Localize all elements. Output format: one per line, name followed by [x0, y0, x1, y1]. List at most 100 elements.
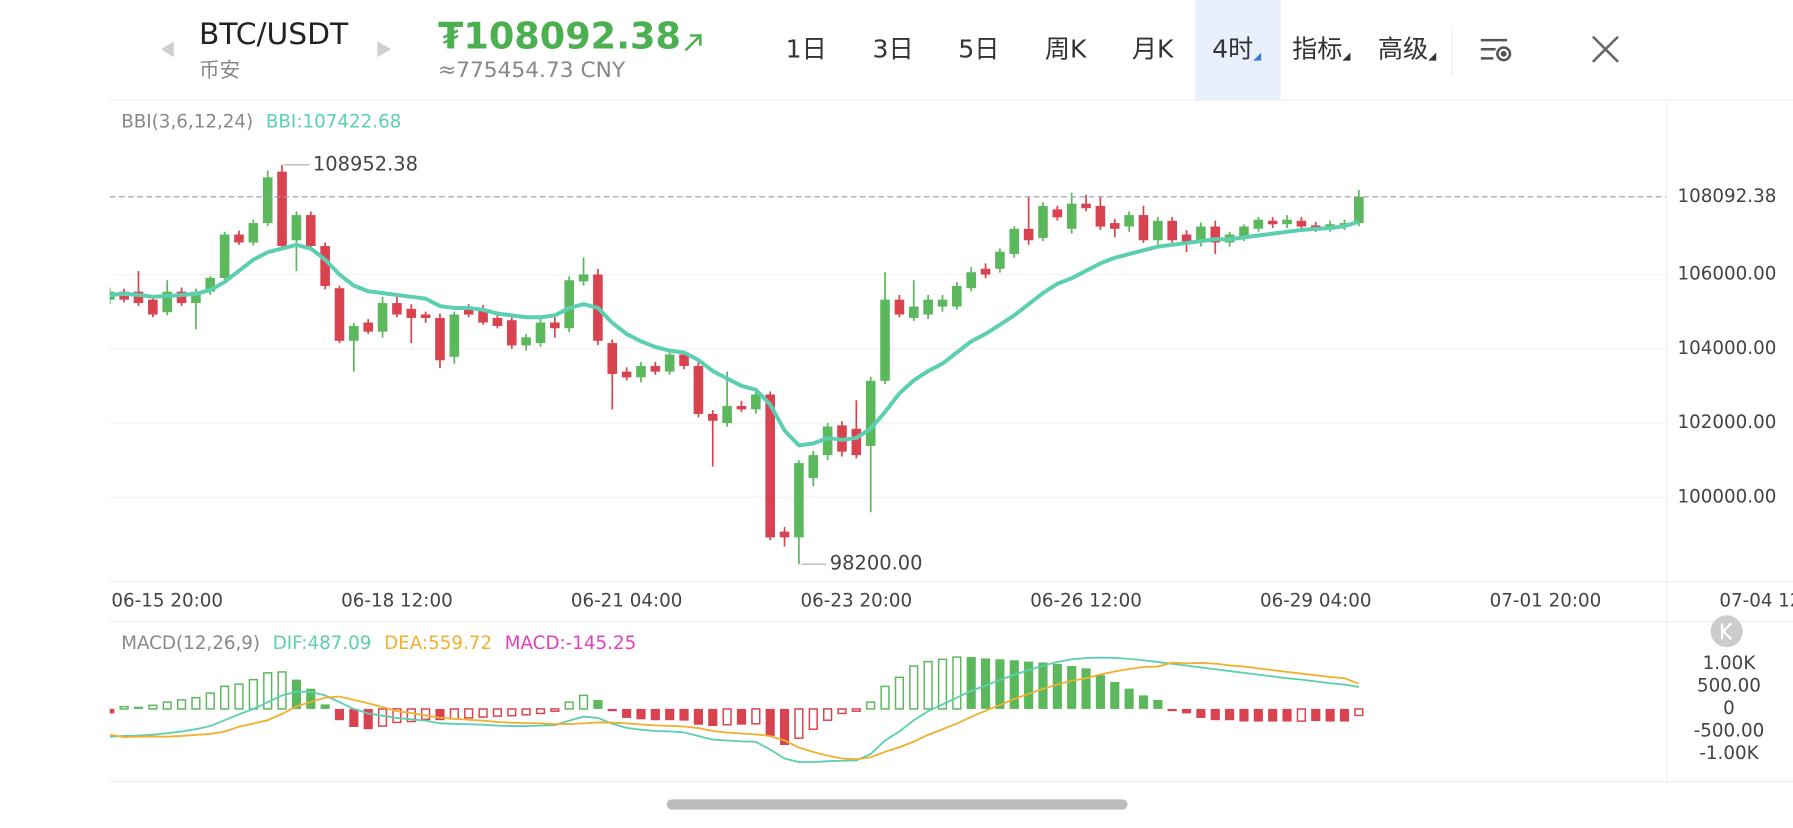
macd-bar — [751, 708, 761, 725]
macd-bar — [1009, 660, 1019, 709]
candle-body — [1296, 220, 1307, 227]
macd-bar — [1268, 708, 1278, 722]
candle-body — [679, 354, 689, 366]
candle-body — [535, 322, 546, 344]
legend-entry: BBI:107422.68 — [266, 111, 402, 132]
macd-bar — [779, 708, 790, 745]
candle-body — [277, 171, 287, 246]
candle-body — [880, 299, 890, 381]
candle-body — [894, 299, 905, 315]
candle-body — [952, 285, 962, 307]
candle-body — [478, 308, 488, 323]
tab[interactable]: 1日 — [786, 34, 827, 63]
macd-bar — [937, 658, 948, 710]
close-icon[interactable] — [1591, 35, 1619, 63]
y-tick-label: 102000.00 — [1678, 412, 1777, 433]
candle-body — [550, 322, 560, 329]
macd-bar — [1296, 708, 1307, 722]
candle-body — [923, 299, 933, 315]
candle-body — [1354, 196, 1364, 224]
macd-bar — [1052, 663, 1062, 709]
price-plot — [109, 164, 1667, 565]
max-label: 108952.38 — [313, 152, 418, 175]
y-tick-label: 500.00 — [1697, 675, 1761, 696]
macd-bar — [894, 676, 905, 710]
trend-arrow — [684, 34, 702, 52]
k-button[interactable] — [1710, 615, 1743, 648]
candle-body — [219, 234, 230, 278]
candle-body — [133, 291, 144, 304]
candle-body — [1210, 226, 1221, 243]
candle-body — [636, 365, 646, 378]
macd-bar — [1311, 708, 1321, 722]
y-tick-label: 106000.00 — [1678, 264, 1777, 285]
macd-bar — [1282, 708, 1292, 722]
candle-body — [191, 291, 201, 304]
overlay: 100000.00 102000.00 104000.00 106000.00 1089… — [109, 152, 1793, 764]
candle-body — [1267, 220, 1278, 225]
macd-bar — [550, 708, 560, 712]
macd-bar — [622, 708, 632, 718]
x-tick-label: 07-01 20:00 — [1490, 591, 1602, 612]
macd-bar — [363, 708, 373, 730]
k-icon — [1721, 622, 1733, 641]
tab[interactable]: 5日 — [958, 34, 999, 63]
scrollbar[interactable] — [666, 799, 1128, 810]
tab[interactable]: 周K — [1045, 34, 1088, 63]
candle-body — [1181, 234, 1192, 243]
macd-bar — [808, 708, 818, 730]
macd-bar — [923, 660, 933, 710]
candle-body — [1009, 228, 1020, 254]
x-tick-label: 06-18 12:00 — [341, 591, 453, 612]
macd-bar — [492, 708, 503, 717]
next-arrow[interactable] — [377, 41, 392, 58]
settings-icon[interactable] — [1480, 38, 1512, 62]
x-tick-label: 06-15 20:00 — [111, 591, 223, 612]
tab[interactable]: 3日 — [872, 34, 913, 63]
candle-body — [1196, 226, 1206, 243]
macd-bar — [507, 708, 517, 717]
candle-body — [334, 288, 345, 341]
candle-body — [908, 306, 919, 318]
macd-bar — [220, 685, 230, 710]
candle-body — [1124, 215, 1134, 227]
macd-bar — [851, 708, 861, 712]
candle-body — [564, 280, 575, 329]
macd-bar — [478, 708, 488, 718]
tab[interactable]: 4时 — [1212, 34, 1253, 63]
candle-body — [176, 291, 187, 304]
macd-bar — [1081, 668, 1091, 709]
legend-entry: DIF:487.09 — [273, 633, 372, 654]
tab[interactable]: 高级 — [1378, 34, 1428, 63]
macd-bar — [435, 708, 445, 721]
prev-arrow[interactable] — [161, 41, 174, 58]
macd-bar — [464, 708, 474, 719]
tab[interactable]: 月K — [1132, 34, 1175, 63]
y-tick-label: 0 — [1723, 698, 1735, 719]
candle-body — [822, 426, 833, 456]
candle-body — [1239, 226, 1249, 238]
price: ₮108092.38 — [438, 14, 681, 57]
candle-body — [1253, 219, 1264, 229]
price-cny: ≈775454.73 CNY — [438, 58, 626, 83]
macd-bar — [248, 678, 258, 710]
main-legend: BBI(3,6,12,24) BBI:107422.68 — [121, 111, 401, 132]
macd-bar — [133, 706, 144, 709]
candle-body — [420, 314, 431, 318]
y-tick-label: 104000.00 — [1678, 338, 1777, 359]
tab-caret — [1342, 52, 1351, 61]
x-axis: 06-15 20:00 06-18 12:00 06-21 04:00 06-23 2… — [111, 591, 1793, 612]
tab[interactable]: 指标 — [1292, 34, 1342, 63]
macd-bar — [334, 708, 345, 721]
macd-bar — [1124, 688, 1134, 709]
legend-entry: MACD:-145.25 — [505, 633, 637, 654]
candle-body — [1038, 205, 1048, 238]
macd-bar — [679, 708, 689, 721]
macd-bar — [263, 672, 273, 710]
candle-body — [291, 215, 302, 241]
macd-bar — [578, 694, 589, 710]
macd-bar — [162, 701, 172, 710]
candle-body — [693, 365, 704, 414]
candle-body — [1109, 223, 1120, 229]
